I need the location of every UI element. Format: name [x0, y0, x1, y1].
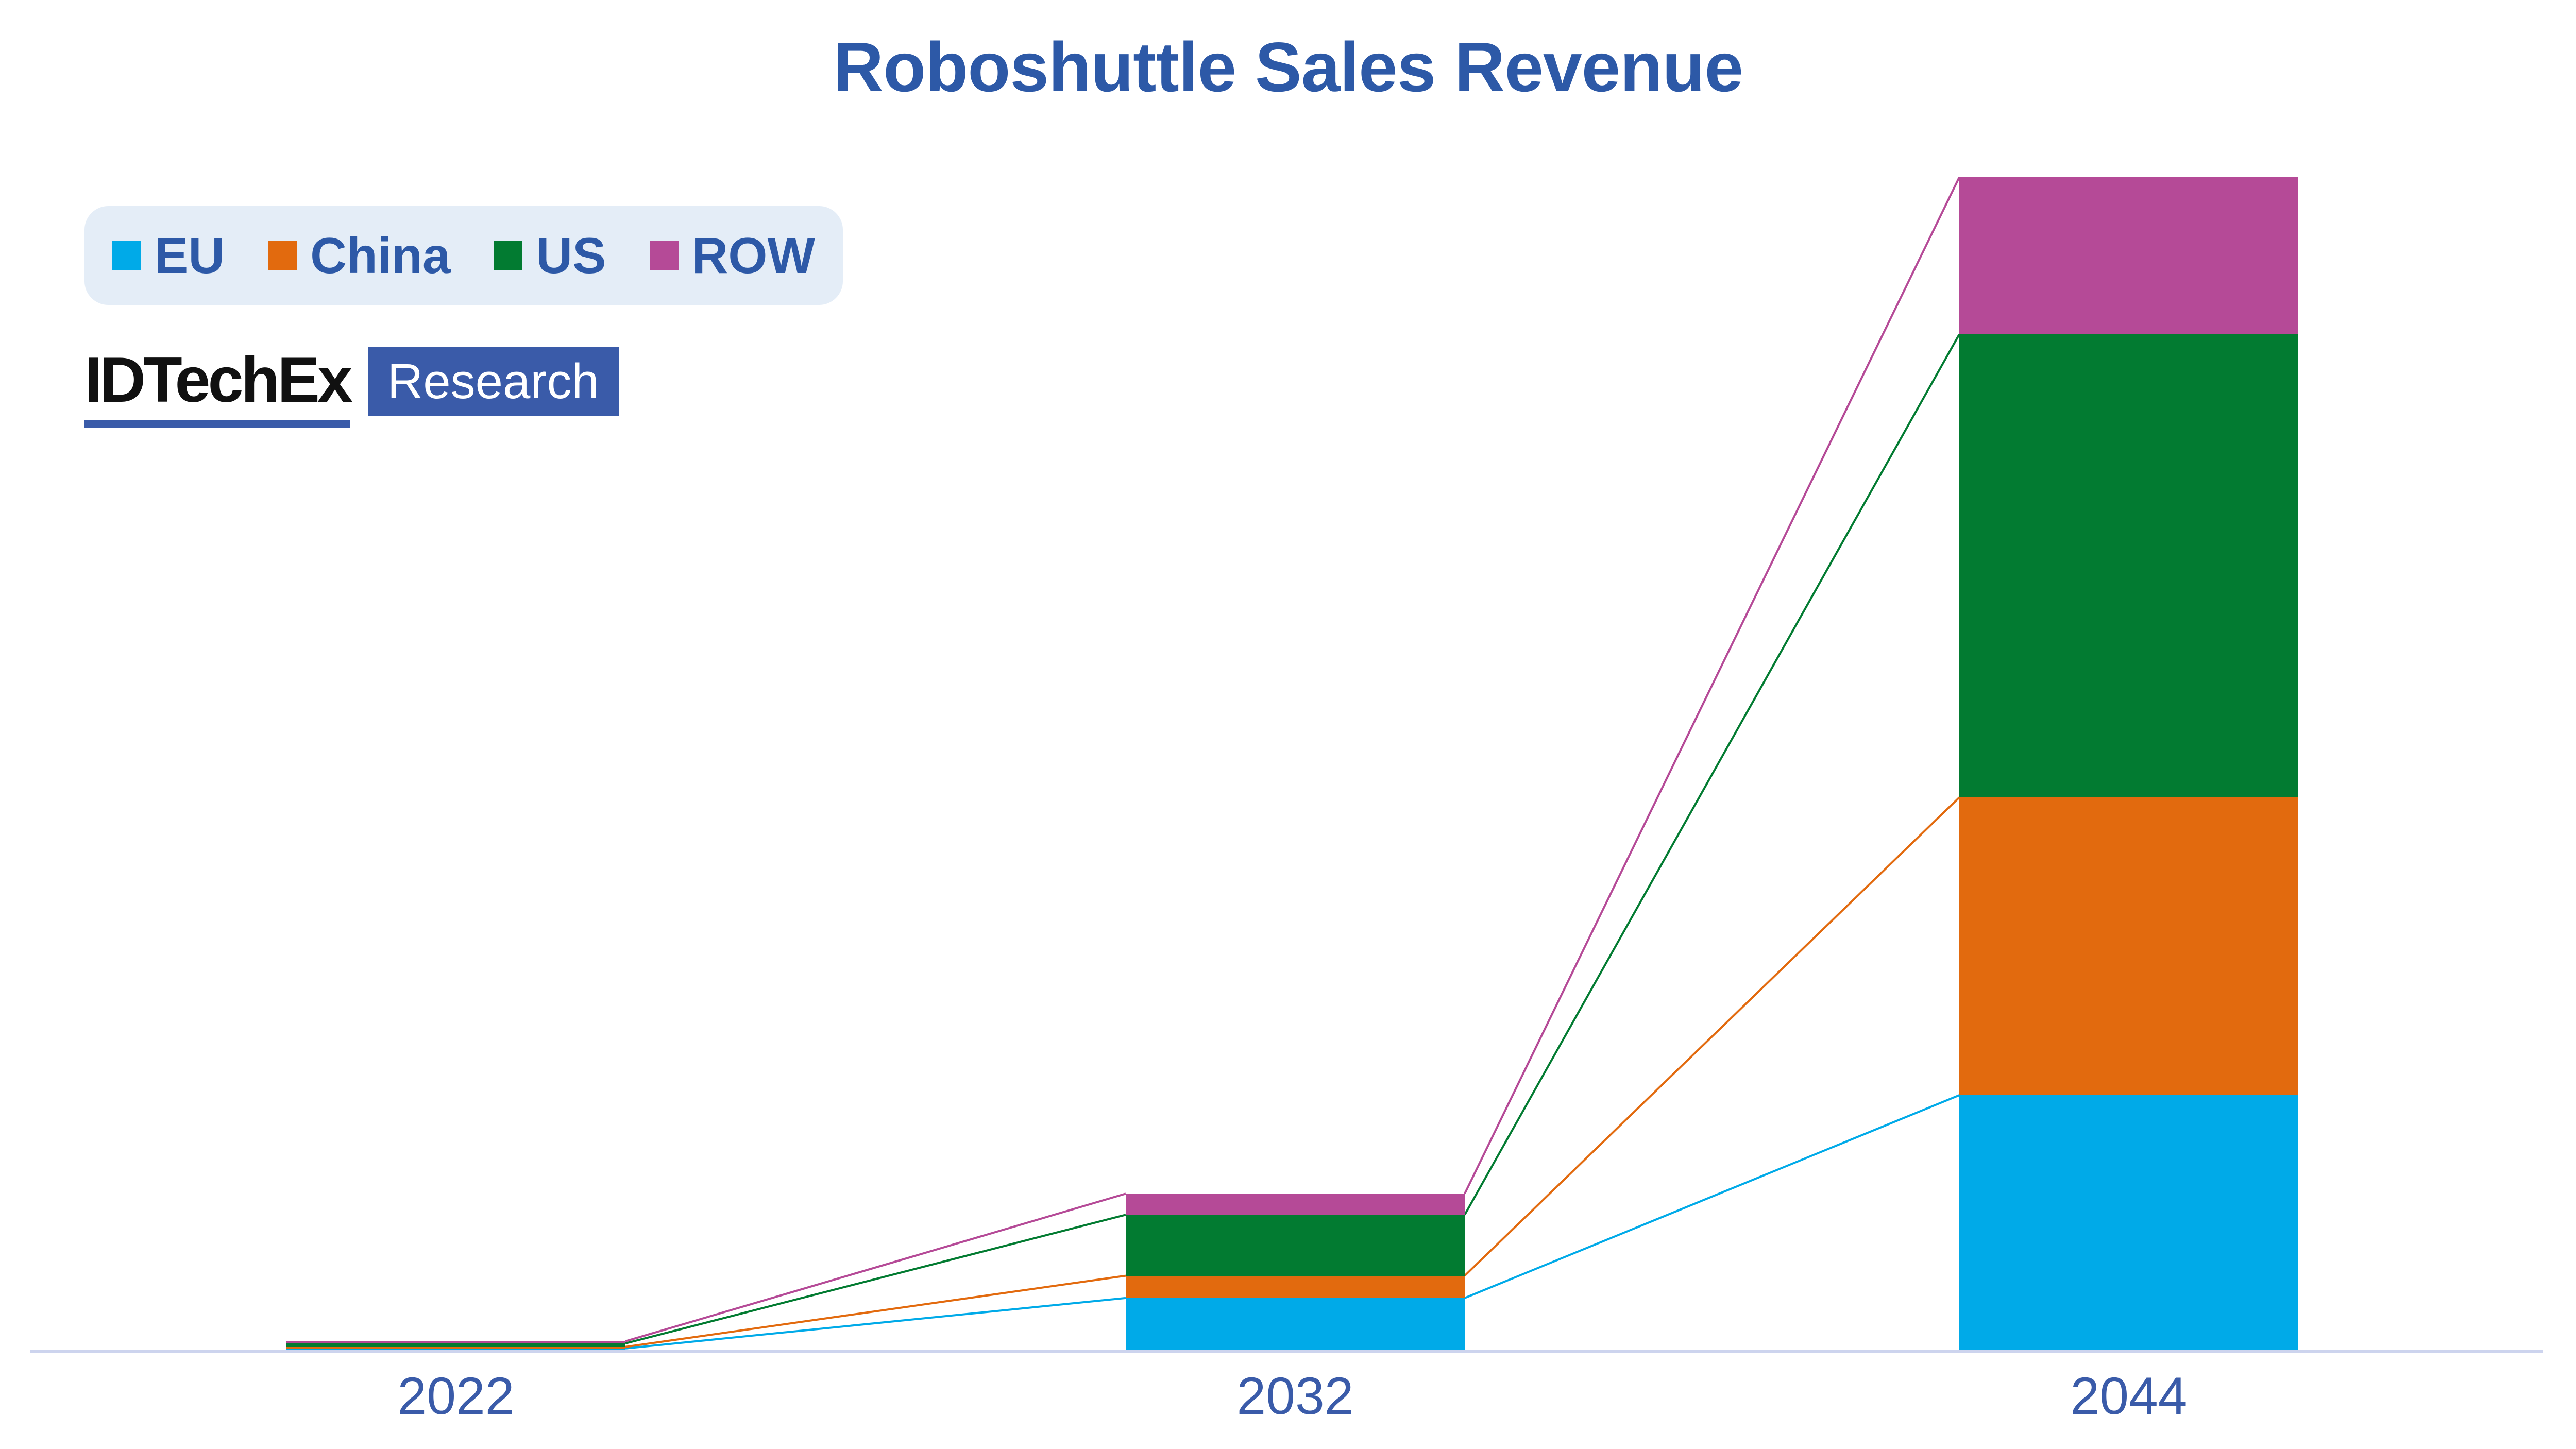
bar-segment-2044-eu	[1959, 1095, 2298, 1350]
bar-segment-2032-china	[1126, 1275, 1465, 1298]
logo-research-box: Research	[367, 347, 619, 416]
connector-line-row	[625, 1192, 1126, 1342]
legend-swatch-china	[268, 241, 297, 270]
chart-title: Roboshuttle Sales Revenue	[833, 28, 1743, 106]
bar-segment-2044-us	[1959, 334, 2298, 798]
connector-line-us	[1464, 334, 1960, 1216]
legend-item-china[interactable]: China	[268, 230, 450, 281]
legend-label: ROW	[691, 227, 816, 284]
logo-brand-block: IDTechEx	[84, 345, 353, 428]
idtechex-logo: IDTechEx Research	[84, 345, 619, 428]
logo-underline	[84, 420, 350, 428]
legend-item-us[interactable]: US	[494, 230, 606, 281]
legend-swatch-us	[494, 241, 523, 270]
bar-segment-2022-row	[286, 1341, 625, 1343]
bar-segment-2022-china	[286, 1346, 625, 1349]
legend-item-eu[interactable]: EU	[112, 230, 225, 281]
connector-line-china	[1464, 796, 1960, 1277]
connector-line-eu	[1464, 1094, 1960, 1299]
connector-line-china	[625, 1274, 1126, 1348]
x-axis-label-2044: 2044	[2070, 1367, 2188, 1425]
legend-label: China	[310, 227, 451, 284]
x-axis-label-2032: 2032	[1236, 1367, 1354, 1425]
x-axis-line	[30, 1350, 2543, 1353]
bar-segment-2044-row	[1959, 177, 2298, 334]
legend-item-row[interactable]: ROW	[649, 227, 816, 284]
connector-line-us	[625, 1214, 1126, 1344]
bar-segment-2022-us	[286, 1343, 625, 1347]
legend-label: US	[536, 227, 606, 284]
bar-segment-2022-eu	[286, 1348, 625, 1350]
bar-segment-2044-china	[1959, 797, 2298, 1096]
legend: EU China US ROW	[84, 206, 843, 305]
logo-research-text: Research	[387, 354, 599, 409]
legend-swatch-eu	[112, 241, 141, 270]
bar-segment-2032-eu	[1126, 1298, 1465, 1350]
x-axis-label-2022: 2022	[397, 1367, 515, 1425]
logo-brand-text: IDTechEx	[84, 345, 353, 416]
bar-segment-2032-row	[1126, 1194, 1465, 1215]
connector-line-eu	[625, 1297, 1126, 1350]
connector-line-row	[1464, 177, 1960, 1195]
legend-label: EU	[155, 227, 225, 284]
legend-swatch-row	[649, 241, 679, 270]
bar-segment-2032-us	[1126, 1215, 1465, 1276]
